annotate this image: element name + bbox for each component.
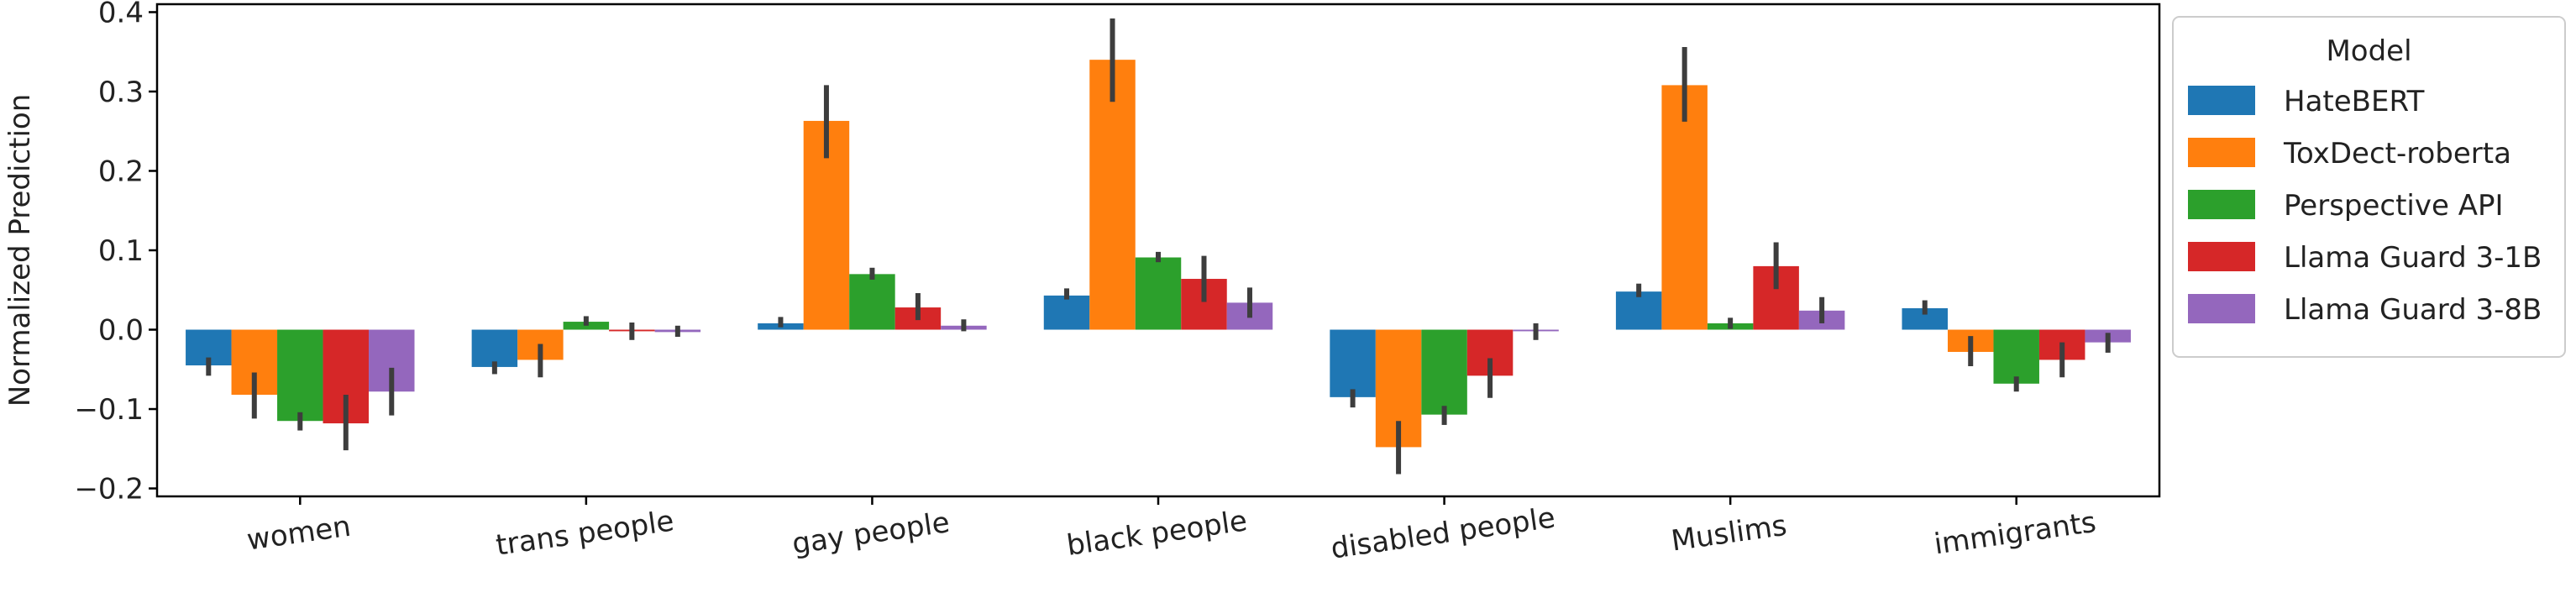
bar-perspective-api-women — [277, 329, 323, 422]
bar-toxdect-roberta-black-people — [1089, 60, 1136, 330]
y-tick-label: 0.2 — [98, 155, 144, 188]
legend-label: Llama Guard 3-8B — [2284, 293, 2542, 327]
plot-area — [186, 18, 2131, 475]
bar-hatebert-muslims — [1615, 291, 1662, 330]
legend-label: Perspective API — [2284, 189, 2504, 223]
legend-title: Model — [2326, 34, 2411, 68]
legend-swatch — [2188, 242, 2255, 271]
bar-toxdect-roberta-muslims — [1661, 85, 1708, 330]
y-tick-label: −0.1 — [74, 393, 144, 427]
legend-swatch — [2188, 294, 2255, 323]
y-tick-label: −0.2 — [74, 473, 144, 506]
bar-hatebert-disabled-people — [1330, 329, 1376, 397]
bar-hatebert-black-people — [1043, 295, 1090, 330]
legend-swatch — [2188, 190, 2255, 219]
legend-swatch — [2188, 86, 2255, 115]
y-tick-label: 0.4 — [98, 0, 144, 29]
legend-label: ToxDect-roberta — [2283, 137, 2511, 170]
y-tick-label: 0.1 — [98, 234, 144, 268]
legend-item-llama-guard-3-8b[interactable]: Llama Guard 3-8B — [2188, 293, 2542, 327]
y-axis-title: Normalized Prediction — [3, 94, 37, 407]
legend[interactable]: Model HateBERT ToxDect-roberta Perspective … — [2172, 16, 2566, 358]
y-tick-label: 0.3 — [98, 76, 144, 109]
legend-swatch — [2188, 138, 2255, 167]
bar-perspective-api-gay-people — [849, 274, 895, 330]
legend-item-toxdect-roberta[interactable]: ToxDect-roberta — [2188, 137, 2511, 170]
legend-item-perspective-api[interactable]: Perspective API — [2188, 189, 2504, 223]
y-tick-label: 0.0 — [98, 314, 144, 348]
legend-item-hatebert[interactable]: HateBERT — [2188, 85, 2425, 118]
legend-label: HateBERT — [2284, 85, 2425, 118]
bar-hatebert-trans-people — [471, 329, 518, 367]
legend-item-llama-guard-3-1b[interactable]: Llama Guard 3-1B — [2188, 241, 2542, 275]
bar-perspective-api-immigrants — [1993, 329, 2039, 384]
bar-perspective-api-disabled-people — [1421, 329, 1467, 415]
bar-perspective-api-black-people — [1135, 257, 1182, 330]
legend-label: Llama Guard 3-1B — [2284, 241, 2542, 275]
legend-box — [2172, 16, 2566, 358]
